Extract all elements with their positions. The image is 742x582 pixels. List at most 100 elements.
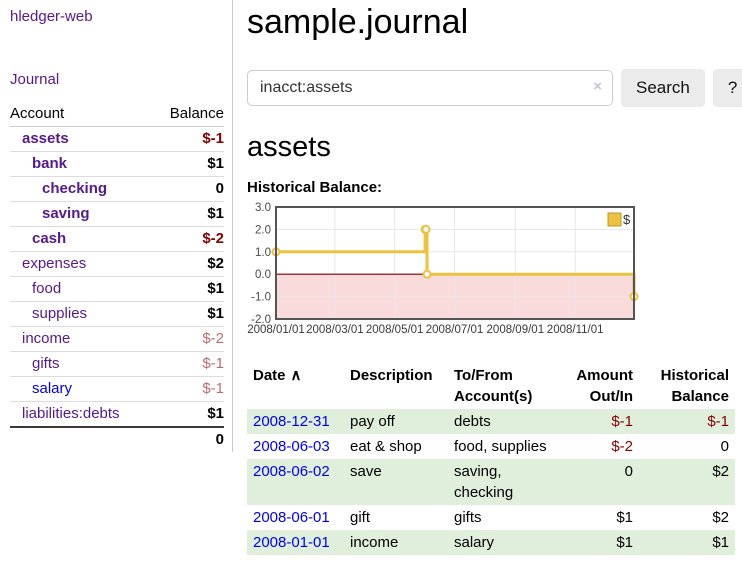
register-header-row: Date ∧ Description To/From Account(s) Amo… xyxy=(247,363,735,409)
register-amount: $-2 xyxy=(611,438,633,455)
register-amount: 0 xyxy=(566,459,639,505)
account-balance: $-1 xyxy=(153,351,224,377)
search-input[interactable] xyxy=(247,70,613,106)
account-balance: $-1 xyxy=(153,376,224,402)
data-point-marker xyxy=(421,224,431,234)
account-row: checking 0 xyxy=(10,176,224,202)
account-row: expenses $2 xyxy=(10,251,224,277)
register-balance: $2 xyxy=(712,509,729,526)
sidebar-account-link[interactable]: supplies xyxy=(32,305,88,322)
account-row: supplies $1 xyxy=(10,301,224,327)
accounts-table: Account Balance assets $-1 bank $1 checking 0… xyxy=(10,101,224,452)
brand: hledger-web xyxy=(10,8,224,25)
register-date-link[interactable]: 2008-01-01 xyxy=(253,534,330,551)
account-balance: $-2 xyxy=(153,326,224,352)
historical-balance-chart: $3.0 2.0 1.0 0.0 -1.0 -2.0 2008/01/01 2008/03/0… xyxy=(247,202,742,345)
sidebar-account-link[interactable]: gifts xyxy=(32,355,60,372)
sidebar-item-journal[interactable]: Journal xyxy=(10,71,60,88)
sidebar-account-link[interactable]: saving xyxy=(42,205,90,222)
register-row: 2008-06-01 gift gifts $1 $2 xyxy=(247,505,735,530)
register-description: income xyxy=(344,530,448,555)
account-row: bank $1 xyxy=(10,151,224,177)
sidebar: hledger-web Journal Account Balance asse… xyxy=(0,0,233,452)
register-date-link[interactable]: 2008-06-03 xyxy=(253,438,330,455)
sidebar-account-link[interactable]: food xyxy=(32,280,62,297)
legend-label: $ xyxy=(623,212,631,227)
register-accounts: food, supplies xyxy=(454,438,547,455)
y-tick-label: 2.0 xyxy=(255,224,271,236)
search-box: × xyxy=(247,70,613,107)
help-button[interactable]: ? xyxy=(712,69,742,107)
register-row: 2008-06-02 save saving, checking 0 $2 xyxy=(247,459,735,505)
account-row: food $1 xyxy=(10,276,224,302)
sidebar-nav: Journal xyxy=(10,71,224,88)
x-tick-label: 2008/03/01 xyxy=(306,324,364,336)
account-row: cash $-2 xyxy=(10,226,224,252)
y-tick-label: -1.0 xyxy=(251,292,271,304)
account-balance: $-1 xyxy=(153,126,224,152)
sort-asc-icon: ∧ xyxy=(290,367,302,384)
account-heading: assets xyxy=(247,131,331,163)
register-amount: $-1 xyxy=(566,409,639,434)
account-row: gifts $-1 xyxy=(10,351,224,377)
brand-link[interactable]: hledger-web xyxy=(10,8,93,25)
register-balance: 0 xyxy=(720,438,729,455)
register-accounts: salary xyxy=(448,530,566,555)
sidebar-account-link[interactable]: assets xyxy=(22,130,69,147)
sidebar-account-link[interactable]: income xyxy=(22,330,71,347)
x-tick-label: 2008/11/01 xyxy=(547,324,604,336)
register-row: 2008-06-03 eat & shop food, supplies $-2 0 xyxy=(247,434,735,459)
chart-title-label: Historical Balance: xyxy=(247,179,383,196)
sidebar-account-link[interactable]: liabilities:debts xyxy=(22,405,120,422)
accounts-header-account: Account xyxy=(10,101,154,127)
x-tick-label: 2008/09/01 xyxy=(487,324,545,336)
register-amount: $1 xyxy=(566,530,639,555)
y-tick-label: -2.0 xyxy=(251,314,271,326)
register-date-link[interactable]: 2008-12-31 xyxy=(253,413,330,430)
sidebar-account-link[interactable]: expenses xyxy=(22,255,87,272)
register-date-link[interactable]: 2008-06-01 xyxy=(253,509,330,526)
col-header-date[interactable]: Date ∧ xyxy=(253,367,302,384)
account-balance: $1 xyxy=(153,201,224,227)
register-balance: $2 xyxy=(639,459,735,505)
x-tick-label: 2008/01/01 xyxy=(247,324,305,336)
search-row: × Search ? xyxy=(247,69,742,107)
register-row: 2008-12-31 pay off debts $-1 $-1 xyxy=(247,409,735,434)
account-balance: $1 xyxy=(153,401,224,428)
register-accounts: debts xyxy=(448,409,566,434)
sidebar-account-link[interactable]: salary xyxy=(32,380,73,397)
search-button[interactable]: Search xyxy=(621,69,705,107)
page-title: sample.journal xyxy=(247,3,469,41)
account-balance: $1 xyxy=(153,301,224,327)
app-layout: hledger-web Journal Account Balance asse… xyxy=(0,0,742,555)
accounts-total-balance: 0 xyxy=(153,426,224,452)
account-row: assets $-1 xyxy=(10,126,224,152)
col-header-description: Description xyxy=(350,367,433,384)
sidebar-account-link[interactable]: bank xyxy=(32,155,68,172)
sidebar-account-link[interactable]: checking xyxy=(42,180,108,197)
register-balance: $-1 xyxy=(639,409,735,434)
register-description: gift xyxy=(350,509,371,526)
register-date-link[interactable]: 2008-06-02 xyxy=(253,463,330,480)
col-header-balance: Historical Balance xyxy=(660,367,729,405)
plot-border xyxy=(275,206,635,320)
account-balance: $1 xyxy=(153,151,224,177)
register-amount: $1 xyxy=(616,509,633,526)
accounts-header-balance: Balance xyxy=(153,101,224,127)
main-content: sample.journal × Search ? assets Histori… xyxy=(233,0,742,555)
x-tick-label: 2008/05/01 xyxy=(366,324,424,336)
register-balance: $1 xyxy=(639,530,735,555)
account-balance: $2 xyxy=(153,251,224,277)
sidebar-account-link[interactable]: cash xyxy=(32,230,67,247)
account-balance: $-2 xyxy=(153,226,224,252)
legend-swatch xyxy=(607,212,622,227)
account-row: saving $1 xyxy=(10,201,224,227)
account-balance: $1 xyxy=(153,276,224,302)
register-description: eat & shop xyxy=(350,438,422,455)
y-tick-label: 0.0 xyxy=(255,269,271,281)
register-description: pay off xyxy=(344,409,448,434)
accounts-total-row: 0 xyxy=(10,426,224,452)
x-tick-label: 2008/07/01 xyxy=(426,324,484,336)
clear-search-icon[interactable]: × xyxy=(593,78,602,95)
account-row: income $-2 xyxy=(10,326,224,352)
